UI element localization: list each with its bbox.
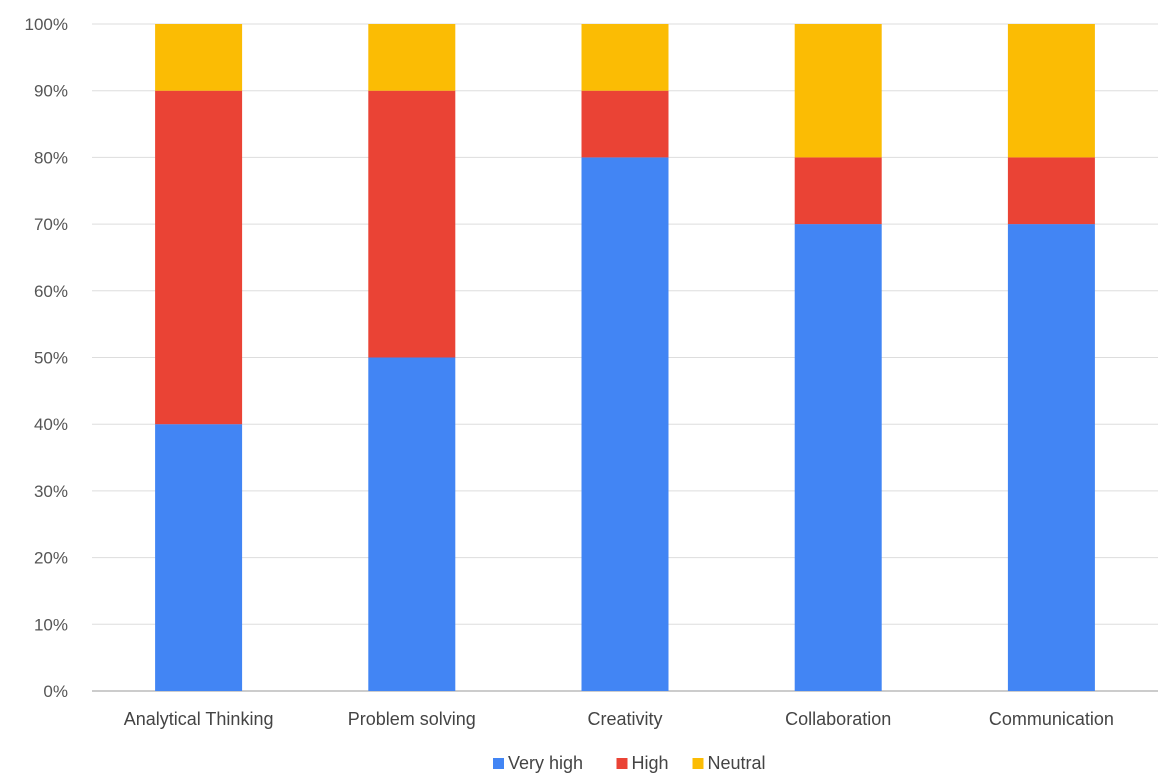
y-tick-label: 90% <box>34 82 68 101</box>
x-category-label: Analytical Thinking <box>124 709 274 729</box>
bar-segment-very-high <box>155 424 243 691</box>
bar-segment-high <box>368 90 456 358</box>
bar-segment-neutral <box>368 24 456 91</box>
legend-label: High <box>632 753 669 773</box>
y-tick-label: 80% <box>34 148 68 167</box>
bar-segment-very-high <box>368 357 456 691</box>
bars <box>155 24 1095 691</box>
x-category-label: Problem solving <box>348 709 476 729</box>
x-category-label: Collaboration <box>785 709 891 729</box>
x-category-label: Communication <box>989 709 1114 729</box>
x-axis-categories: Analytical Thinking Problem solving Creati… <box>124 709 1114 729</box>
legend-label: Neutral <box>708 753 766 773</box>
y-tick-label: 60% <box>34 282 68 301</box>
y-tick-label: 100% <box>25 15 68 34</box>
y-axis-ticks: 0% 10% 20% 30% 40% 50% 60% 70% 80% 90% 100% <box>25 15 68 701</box>
legend: Very high High Neutral <box>493 753 766 773</box>
y-tick-label: 20% <box>34 549 68 568</box>
legend-swatch <box>493 758 504 769</box>
bar-segment-high <box>155 90 243 425</box>
bar-segment-high <box>1007 157 1095 225</box>
legend-swatch <box>616 758 628 769</box>
legend-swatch <box>692 758 704 769</box>
bar-segment-very-high <box>794 224 882 691</box>
bar-segment-neutral <box>1007 24 1095 158</box>
bar-segment-high <box>581 90 669 158</box>
y-tick-label: 70% <box>34 215 68 234</box>
y-tick-label: 0% <box>43 682 68 701</box>
bar-segment-very-high <box>581 157 669 691</box>
bar-segment-neutral <box>581 24 669 91</box>
x-category-label: Creativity <box>587 709 662 729</box>
y-tick-label: 10% <box>34 615 68 634</box>
bar-segment-high <box>794 157 882 225</box>
y-tick-label: 30% <box>34 482 68 501</box>
bar-segment-neutral <box>794 24 882 158</box>
legend-label: Very high <box>508 753 583 773</box>
bar-segment-neutral <box>155 24 243 91</box>
y-tick-label: 40% <box>34 415 68 434</box>
bar-segment-very-high <box>1007 224 1095 691</box>
y-tick-label: 50% <box>34 349 68 368</box>
